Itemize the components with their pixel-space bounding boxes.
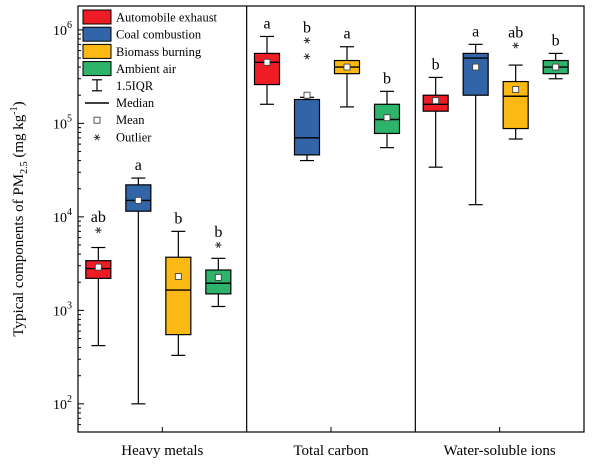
box-ambient-air: b [373, 70, 401, 149]
x-group-label: Water-soluble ions [444, 443, 556, 459]
outlier-marker [512, 42, 519, 49]
outlier-stroke [96, 227, 101, 234]
legend-label: Automobile exhaust [116, 11, 218, 25]
significance-label: b [303, 19, 311, 36]
mean-marker [263, 58, 271, 66]
significance-label: ab [508, 25, 523, 42]
significance-label: b [432, 56, 440, 73]
legend: Automobile exhaust Coal combustion Biomass… [82, 9, 218, 144]
significance-label: a [135, 157, 142, 174]
y-tick-label: 105 [53, 113, 72, 132]
box-biomass-burning: ab [502, 25, 529, 140]
significance-label: b [174, 210, 182, 227]
mean-marker [343, 63, 351, 71]
legend-outlier-marker [93, 134, 101, 141]
significance-label: a [472, 23, 479, 40]
iqr-box [165, 256, 192, 336]
significance-label: ab [91, 209, 106, 226]
mean-marker [383, 114, 391, 122]
iqr-box [253, 52, 281, 86]
legend-swatch [82, 9, 112, 25]
legend-whisker-label: 1.5IQR [116, 79, 154, 93]
box-coal-combustion: a [125, 157, 152, 405]
legend-swatch [82, 26, 112, 42]
legend-mean-marker [93, 116, 101, 124]
significance-label: b [383, 70, 391, 87]
legend-label: Biomass burning [116, 45, 202, 59]
mean-marker [94, 263, 102, 271]
mean-marker [174, 273, 182, 280]
iqr-box [293, 98, 321, 156]
box-automobile-exhaust: ab [85, 209, 112, 347]
mean-marker [472, 63, 480, 71]
box-automobile-exhaust: b [422, 56, 449, 168]
outlier-stroke [513, 42, 518, 49]
outlier-marker [303, 53, 311, 60]
box-automobile-exhaust: a [253, 15, 281, 105]
x-group-label: Total carbon [293, 443, 369, 459]
box-coal-combustion: a [462, 23, 489, 206]
y-tick-label: 104 [53, 207, 72, 226]
box-ambient-air: b [205, 224, 232, 308]
significance-label: a [263, 15, 270, 32]
outlier-marker [303, 37, 311, 44]
outlier-stroke [94, 134, 100, 141]
x-group-label: Heavy metals [121, 443, 203, 459]
mean-marker [512, 86, 520, 93]
mean-marker [134, 196, 142, 204]
outlier-stroke [304, 37, 310, 44]
outlier-stroke [216, 241, 221, 249]
legend-swatch [82, 43, 112, 59]
y-tick-label: 102 [53, 394, 72, 413]
legend-label: Ambient air [116, 62, 177, 76]
outlier-stroke [304, 53, 310, 60]
legend-outlier-label: Outlier [116, 130, 152, 144]
mean-marker [303, 91, 311, 99]
mean-marker [432, 97, 440, 105]
mean-marker [214, 273, 222, 281]
significance-label: a [343, 26, 350, 43]
significance-label: b [214, 224, 222, 241]
y-tick-label: 103 [53, 300, 72, 319]
mean-marker [552, 63, 560, 71]
box-biomass-burning: b [165, 210, 192, 356]
legend-mean-label: Mean [116, 113, 145, 127]
y-axis-title: Typical components of PM2.5 (mg kg-1) [9, 101, 30, 336]
box-biomass-burning: a [333, 26, 361, 108]
significance-label: b [552, 32, 560, 49]
outlier-marker [215, 241, 222, 249]
box-coal-combustion: b [293, 19, 321, 162]
outlier-marker [95, 227, 102, 234]
legend-median-label: Median [116, 96, 155, 110]
legend-swatch [82, 61, 112, 77]
legend-label: Coal combustion [116, 28, 202, 42]
iqr-box [205, 269, 232, 295]
iqr-box [462, 52, 489, 96]
box-ambient-air: b [542, 32, 569, 80]
y-tick-label: 106 [53, 20, 72, 39]
